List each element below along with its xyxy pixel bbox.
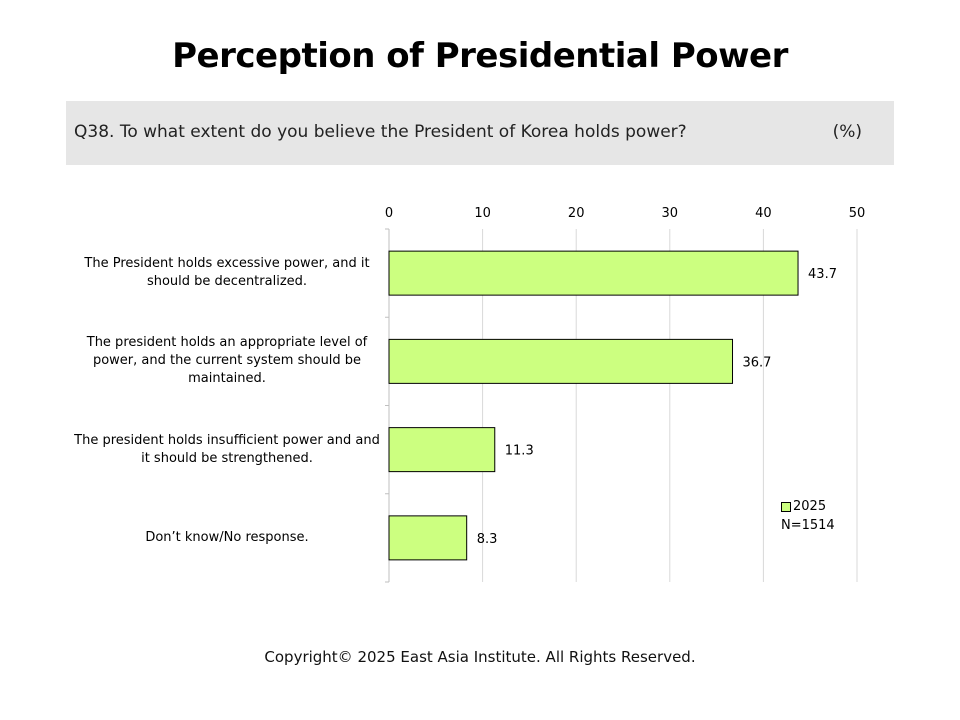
copyright-notice: Copyright© 2025 East Asia Institute. All… bbox=[264, 648, 696, 666]
data-label: 43.7 bbox=[808, 267, 837, 282]
bar bbox=[388, 338, 734, 384]
x-tick-label: 10 bbox=[474, 206, 491, 221]
x-tick-label: 30 bbox=[662, 206, 679, 221]
category-label: The president holds an appropriate level… bbox=[86, 335, 368, 387]
bar bbox=[388, 427, 496, 473]
legend-entry-2025: 2025 bbox=[781, 497, 835, 516]
legend-series-label: 2025 bbox=[793, 499, 827, 514]
x-tick-label: 50 bbox=[849, 206, 866, 221]
data-label: 11.3 bbox=[505, 444, 534, 459]
data-label: 36.7 bbox=[743, 355, 772, 370]
category-label: The president holds insufficient power a… bbox=[74, 432, 380, 466]
category-label: The President holds excessive power, and… bbox=[84, 256, 370, 290]
legend: 2025 N=1514 bbox=[781, 497, 835, 535]
category-label: Don’t know/No response. bbox=[145, 529, 309, 545]
x-tick-label: 0 bbox=[385, 206, 393, 221]
x-tick-label: 20 bbox=[568, 206, 585, 221]
page-title: Perception of Presidential Power bbox=[172, 36, 788, 76]
bar bbox=[388, 515, 468, 561]
question-banner: Q38. To what extent do you believe the P… bbox=[66, 101, 894, 165]
bar bbox=[388, 250, 799, 296]
legend-sample-size: N=1514 bbox=[781, 518, 835, 533]
x-tick-label: 40 bbox=[755, 206, 772, 221]
data-label: 8.3 bbox=[477, 532, 498, 547]
unit-label: (%) bbox=[832, 122, 862, 142]
question-text: Q38. To what extent do you believe the P… bbox=[74, 122, 687, 142]
legend-swatch bbox=[781, 501, 791, 512]
